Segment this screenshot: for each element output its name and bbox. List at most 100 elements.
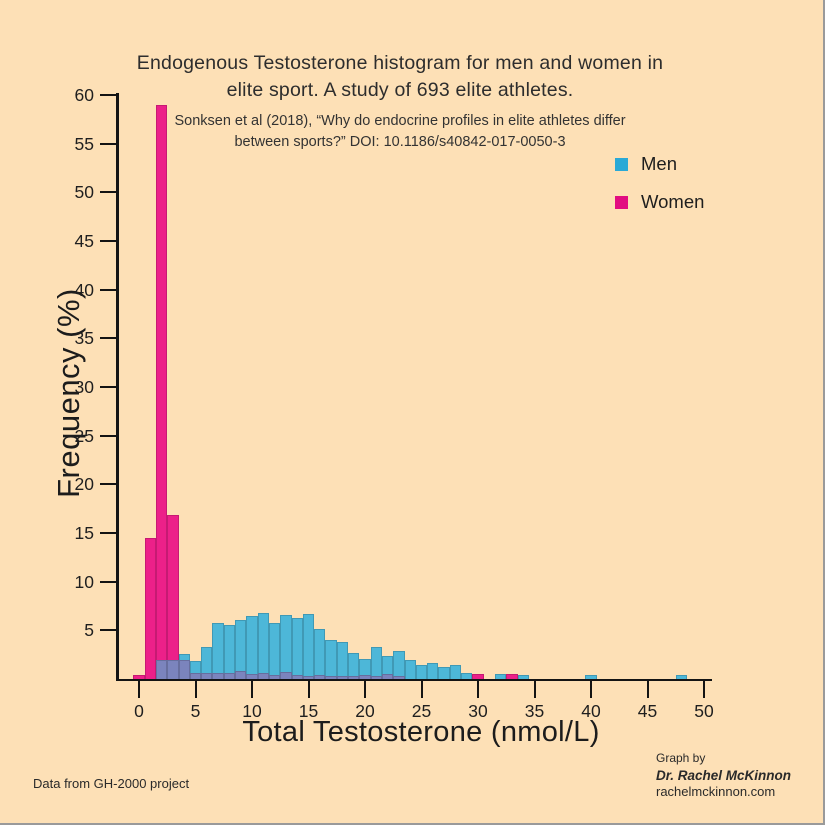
histogram-bin xyxy=(348,95,360,679)
y-tick-line xyxy=(100,288,117,291)
bar-men xyxy=(359,658,371,679)
y-tick-label: 30 xyxy=(74,377,94,397)
bar-women xyxy=(133,675,145,679)
legend-label-men: Men xyxy=(641,153,677,174)
bar-women xyxy=(472,674,484,679)
x-tick-line xyxy=(364,681,366,698)
y-tick-line xyxy=(100,94,117,96)
y-tick-label: 5 xyxy=(84,620,94,641)
y-tick-line xyxy=(100,386,117,388)
credit-website: rachelmckinnon.com xyxy=(656,784,776,800)
bar-women xyxy=(144,537,156,679)
histogram-bin xyxy=(506,95,518,679)
y-tick-line xyxy=(100,532,117,534)
x-tick-line xyxy=(420,681,423,698)
histogram-bin xyxy=(189,95,202,679)
credit-author: Dr. Rachel McKinnon xyxy=(656,767,792,783)
bar-overlap xyxy=(348,676,360,679)
x-tick-label: 20 xyxy=(355,701,375,721)
histogram-bin xyxy=(201,95,213,679)
y-tick-line xyxy=(100,434,117,437)
histogram-bin xyxy=(314,95,326,679)
histogram-bin xyxy=(675,95,688,679)
x-tick-label: 45 xyxy=(637,701,658,721)
bar-overlap xyxy=(370,676,382,679)
y-tick-label: 15 xyxy=(74,523,94,543)
histogram-bin xyxy=(461,95,473,679)
y-tick-label: 55 xyxy=(74,133,94,154)
bar-overlap xyxy=(223,673,236,679)
legend-label-women: Women xyxy=(641,191,705,212)
legend-item-women: Women xyxy=(615,191,704,213)
bar-overlap xyxy=(155,659,168,679)
x-tick-label: 15 xyxy=(298,701,319,721)
y-tick-line xyxy=(100,142,117,145)
bar-overlap xyxy=(167,659,179,679)
bar-overlap xyxy=(212,673,224,679)
histogram-bin xyxy=(144,95,156,679)
histogram-bin xyxy=(325,95,337,679)
bar-men xyxy=(393,650,405,679)
bar-men xyxy=(370,646,382,679)
bar-men xyxy=(201,646,213,679)
histogram-bin xyxy=(472,95,484,679)
x-tick-line xyxy=(703,681,705,698)
histogram-bin xyxy=(178,95,190,679)
y-tick-line xyxy=(100,240,117,242)
bar-men xyxy=(427,663,439,679)
bar-overlap xyxy=(257,673,269,679)
x-tick-line xyxy=(533,681,536,698)
y-tick-line xyxy=(100,337,117,340)
y-axis-line xyxy=(116,93,119,681)
bar-men xyxy=(675,675,688,679)
x-tick-line xyxy=(138,681,140,698)
bar-men xyxy=(517,675,529,679)
bar-men xyxy=(494,674,507,679)
bar-men xyxy=(246,615,258,679)
histogram-bin xyxy=(223,95,236,679)
x-tick-line xyxy=(307,681,310,698)
histogram-bin xyxy=(359,95,371,679)
bar-overlap xyxy=(189,673,202,679)
y-tick-label: 40 xyxy=(74,279,94,300)
x-tick-line xyxy=(477,681,479,698)
x-tick-label: 50 xyxy=(694,701,714,721)
bar-men xyxy=(302,613,315,679)
bar-men xyxy=(268,622,281,679)
x-axis-title: Total Testosterone (nmol/L) xyxy=(242,716,600,748)
bar-overlap xyxy=(381,674,394,679)
bar-men xyxy=(404,659,416,679)
histogram-bin xyxy=(415,95,428,679)
bar-men xyxy=(291,617,303,679)
bar-men xyxy=(449,665,462,679)
bar-men xyxy=(461,673,473,679)
bar-men xyxy=(325,640,337,679)
legend: Men Women xyxy=(615,153,704,229)
histogram-bin xyxy=(257,95,269,679)
bar-men xyxy=(415,665,428,679)
bar-women xyxy=(167,515,179,679)
y-tick-label: 25 xyxy=(74,425,94,446)
bar-overlap xyxy=(325,676,337,679)
x-tick-label: 35 xyxy=(524,701,545,721)
y-tick-label: 10 xyxy=(74,571,94,592)
x-tick-line xyxy=(590,681,592,698)
bar-men xyxy=(585,675,597,679)
legend-item-men: Men xyxy=(615,153,704,175)
y-tick-label: 20 xyxy=(74,474,94,495)
y-tick-line xyxy=(100,629,117,632)
bar-overlap xyxy=(314,675,326,679)
y-tick-label: 50 xyxy=(74,182,94,203)
histogram-bin xyxy=(517,95,529,679)
bar-men xyxy=(348,652,360,679)
bar-overlap xyxy=(268,675,281,679)
data-source-note: Data from GH-2000 project xyxy=(33,776,190,791)
bar-men xyxy=(280,614,292,679)
x-tick-label: 10 xyxy=(242,701,262,721)
y-tick-label: 45 xyxy=(74,231,94,251)
x-tick-line xyxy=(194,681,197,698)
bar-men xyxy=(336,642,349,679)
histogram-bin xyxy=(235,95,247,679)
credit-block: Graph by Dr. Rachel McKinnon rachelmckin… xyxy=(656,751,791,801)
